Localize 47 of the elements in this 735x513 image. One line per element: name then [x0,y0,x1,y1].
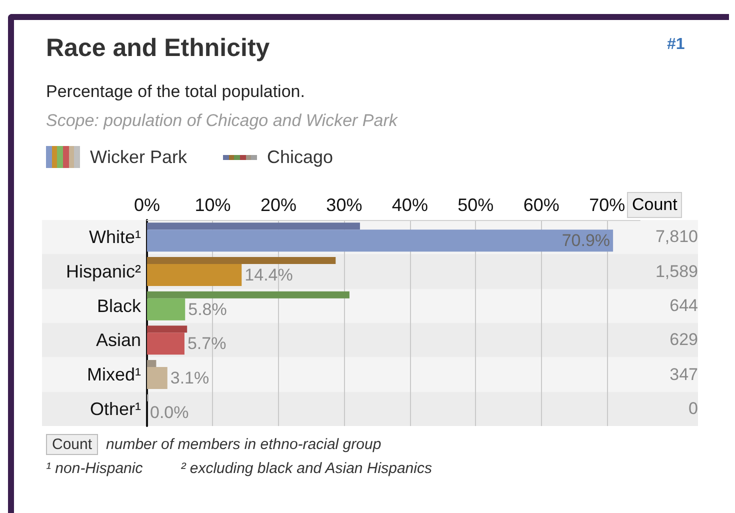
text: 629 [670,330,698,350]
text: Count [46,434,98,455]
y-tick-label: Other¹ [90,398,141,419]
x-tick-label: 10% [194,195,231,215]
chart-title: Race and Ethnicity [46,34,270,63]
data-label: 5.7% [187,334,226,354]
data-label: 3.1% [170,368,210,388]
text: ¹ non-Hispanic [46,460,143,477]
bar [147,360,156,367]
y-tick-label: Hispanic² [66,262,141,282]
x-tick-label: 30% [326,195,362,215]
bar [147,222,360,230]
text: 0 [688,398,698,419]
data-label: 70.9% [562,231,610,250]
legend-label: Chicago [267,146,334,168]
data-label: 5.8% [188,300,227,319]
x-tick-label: 60% [523,195,560,215]
bar [147,332,184,355]
data-label: 14.4% [244,266,293,284]
data-label: 0.0% [150,402,189,422]
y-tick-label: Mixed¹ [86,364,141,384]
bar [147,326,188,333]
bar [147,298,186,320]
bar [147,230,614,252]
x-tick-label: 20% [260,195,296,215]
legend-label: Wicker Park [90,146,188,168]
text: 347 [670,364,698,384]
text: number of members in ethno-racial group [106,436,382,453]
x-tick-label: 40% [392,195,428,215]
x-tick-label: 0% [134,195,160,215]
y-tick-label: White¹ [88,227,141,248]
text: ² excluding black and Asian Hispanics [180,460,432,477]
text: 1,589 [655,262,698,282]
x-tick-label: 70% [589,195,626,215]
text: 7,810 [655,227,698,248]
x-tick-label: 50% [458,195,494,215]
text: #1 [667,36,685,54]
y-tick-label: Black [96,296,142,316]
text: 644 [670,296,698,316]
bar [147,291,350,298]
chart-subtitle: Percentage of the total population. [46,82,305,102]
y-tick-label: Asian [96,330,141,350]
text: Scope: population of Chicago and Wicker Park [46,111,398,131]
bar [147,367,168,389]
bar [147,257,336,264]
bar [147,264,242,286]
text: Count [627,192,682,218]
